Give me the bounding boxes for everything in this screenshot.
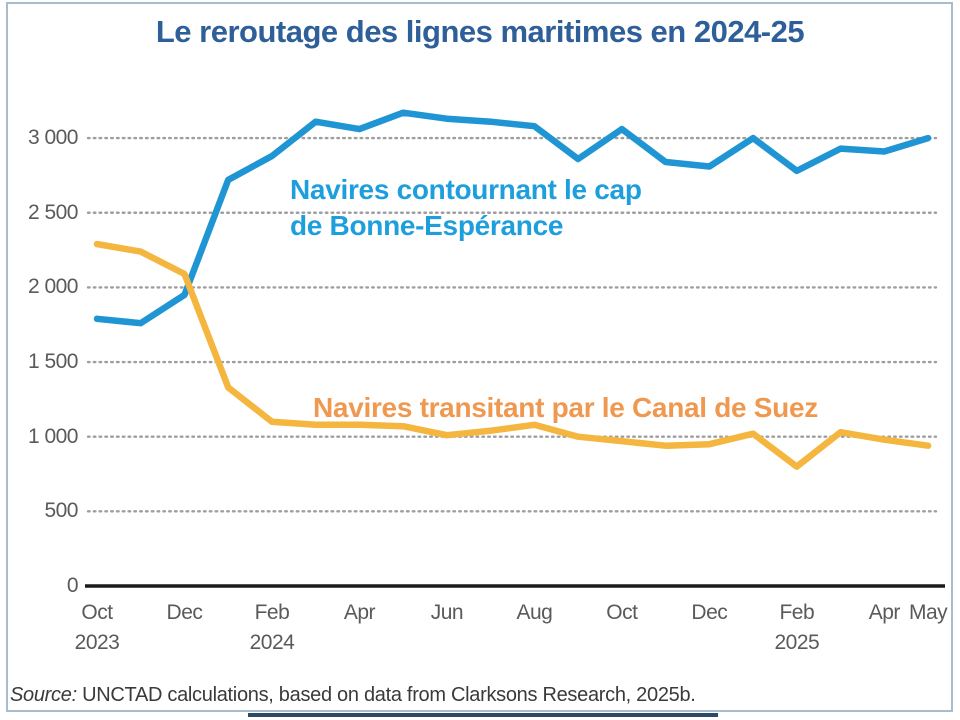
annotation-suez-route: Navires transitant par le Canal de Suez (313, 390, 818, 426)
y-tick-label: 2 000 (27, 275, 79, 299)
x-tick-month: Oct (81, 601, 113, 624)
source-text: UNCTAD calculations, based on data from … (76, 684, 696, 706)
x-tick-label: Oct (578, 598, 666, 628)
y-tick-label: 3 000 (27, 126, 79, 150)
source-note: Source: UNCTAD calculations, based on da… (10, 684, 696, 707)
x-tick-label: Aug (490, 598, 578, 628)
x-tick-year: 2023 (74, 631, 120, 654)
x-tick-month: Feb (254, 601, 290, 624)
y-tick-label: 500 (44, 499, 78, 523)
cape-route-line (93, 109, 932, 327)
x-tick-month: Dec (691, 601, 728, 624)
y-tick-label: 2 500 (27, 200, 79, 224)
bottom-accent-bar (248, 713, 718, 717)
x-tick-month: Dec (166, 601, 203, 624)
x-tick-month: Feb (779, 601, 815, 624)
y-tick-label: 1 500 (27, 350, 79, 374)
annotation-cape-line2: de Bonne-Espérance (290, 210, 564, 241)
x-tick-month: May (908, 601, 948, 624)
annotation-cape-line1: Navires contournant le cap (290, 174, 642, 205)
x-tick-month: Apr (868, 601, 901, 624)
x-tick-month: Jun (430, 601, 464, 624)
x-tick-month: Aug (516, 601, 553, 624)
x-tick-year: 2025 (774, 631, 820, 654)
annotation-suez-line1: Navires transitant par le Canal de Suez (313, 392, 818, 423)
chart-title: Le reroutage des lignes maritimes en 202… (155, 14, 805, 49)
x-tick-label: Dec (665, 598, 753, 628)
x-tick-month: Apr (343, 601, 376, 624)
y-tick-label: 0 (66, 574, 79, 597)
x-tick-label: May (884, 598, 960, 628)
x-tick-label: Oct 2023 (53, 598, 141, 658)
annotation-cape-route: Navires contournant le cap de Bonne-Espé… (290, 172, 642, 244)
x-tick-label: Jun (403, 598, 491, 628)
x-tick-label: Feb 2024 (228, 598, 316, 658)
y-tick-label: 1 000 (27, 424, 79, 448)
suez-route-line (93, 240, 932, 470)
x-tick-label: Apr (840, 598, 928, 628)
source-label: Source: (10, 684, 77, 706)
x-tick-label: Feb 2025 (753, 598, 841, 658)
x-tick-year: 2024 (249, 631, 295, 654)
x-tick-label: Apr (315, 598, 403, 628)
x-tick-month: Oct (606, 601, 638, 624)
x-tick-label: Dec (140, 598, 228, 628)
